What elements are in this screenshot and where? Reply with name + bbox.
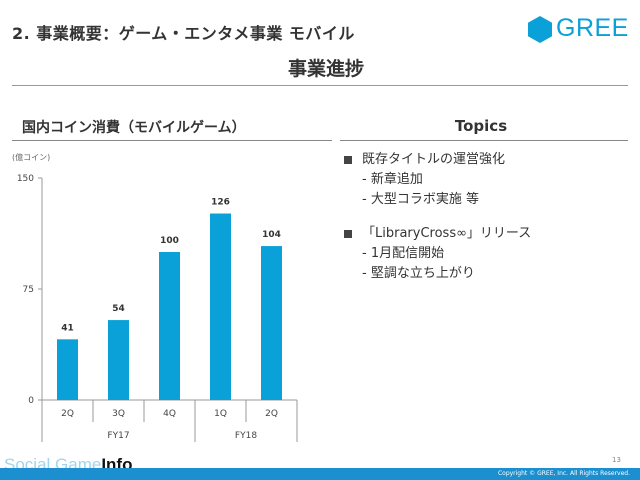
- subtitle-text: 事業進捗: [287, 58, 364, 80]
- square-bullet-icon: [344, 156, 352, 164]
- copyright-text: Copyright © GREE, Inc. All Rights Reserv…: [497, 470, 630, 477]
- chart-section-title: 国内コイン消費（モバイルゲーム）: [22, 120, 246, 136]
- hexagon-icon: [528, 16, 552, 43]
- topic-item: 「LibraryCross∞」リリース - 1月配信開始 - 堅調な立ち上がり: [342, 224, 627, 284]
- bar: [210, 213, 231, 400]
- bar: [57, 339, 78, 400]
- topic-heading-text: 「LibraryCross∞」リリース: [362, 226, 532, 241]
- x-tick-label: 4Q: [163, 409, 176, 419]
- slide-subtitle: 事業進捗: [0, 54, 640, 81]
- chart-unit-label: (億コイン): [12, 153, 51, 162]
- logo-text: GREE: [556, 14, 629, 42]
- bar: [159, 252, 180, 400]
- coin-consumption-bar-chart: 0 75 150 41 2Q 54 3Q 100 4Q 126 1Q 104 2Q FY17 FY18: [17, 174, 298, 442]
- x-tick-label: 1Q: [214, 409, 227, 419]
- data-label: 126: [211, 198, 230, 208]
- gree-logo: GREE: [528, 12, 628, 46]
- right-section-divider: [340, 140, 628, 141]
- topic-heading: 既存タイトルの運営強化: [342, 150, 627, 170]
- page-number: 13: [612, 456, 621, 464]
- y-tick-label: 0: [28, 396, 34, 406]
- bar: [261, 246, 282, 400]
- data-label: 100: [160, 236, 179, 246]
- bar: [108, 320, 129, 400]
- topic-subitem: - 堅調な立ち上がり: [362, 266, 475, 281]
- y-tick-label: 150: [17, 174, 34, 184]
- data-label: 54: [112, 304, 125, 314]
- x-tick-label: 2Q: [61, 409, 74, 419]
- data-label: 104: [262, 230, 281, 240]
- data-label: 41: [61, 323, 74, 333]
- square-bullet-icon: [344, 230, 352, 238]
- x-tick-label: 2Q: [265, 409, 278, 419]
- y-tick-label: 75: [23, 285, 34, 295]
- x-group-label: FY17: [107, 431, 129, 441]
- page-title: 2. 事業概要：ゲーム・エンタメ事業 モバイル: [12, 24, 355, 43]
- topic-heading-text: 既存タイトルの運営強化: [362, 152, 506, 167]
- x-group-label: FY18: [235, 431, 257, 441]
- topic-subitem: - 1月配信開始: [362, 246, 445, 261]
- topic-subitem: - 新章追加: [362, 172, 423, 187]
- topic-heading: 「LibraryCross∞」リリース: [342, 224, 627, 244]
- footer-bar: [0, 468, 640, 480]
- topics-title: Topics: [454, 117, 508, 135]
- topic-subitem: - 大型コラボ実施 等: [362, 192, 479, 207]
- left-section-divider: [12, 140, 332, 141]
- header-divider: [12, 85, 628, 86]
- x-tick-label: 3Q: [112, 409, 125, 419]
- topics-list: 既存タイトルの運営強化 - 新章追加 - 大型コラボ実施 等 「LibraryC…: [342, 150, 627, 298]
- topic-item: 既存タイトルの運営強化 - 新章追加 - 大型コラボ実施 等: [342, 150, 627, 210]
